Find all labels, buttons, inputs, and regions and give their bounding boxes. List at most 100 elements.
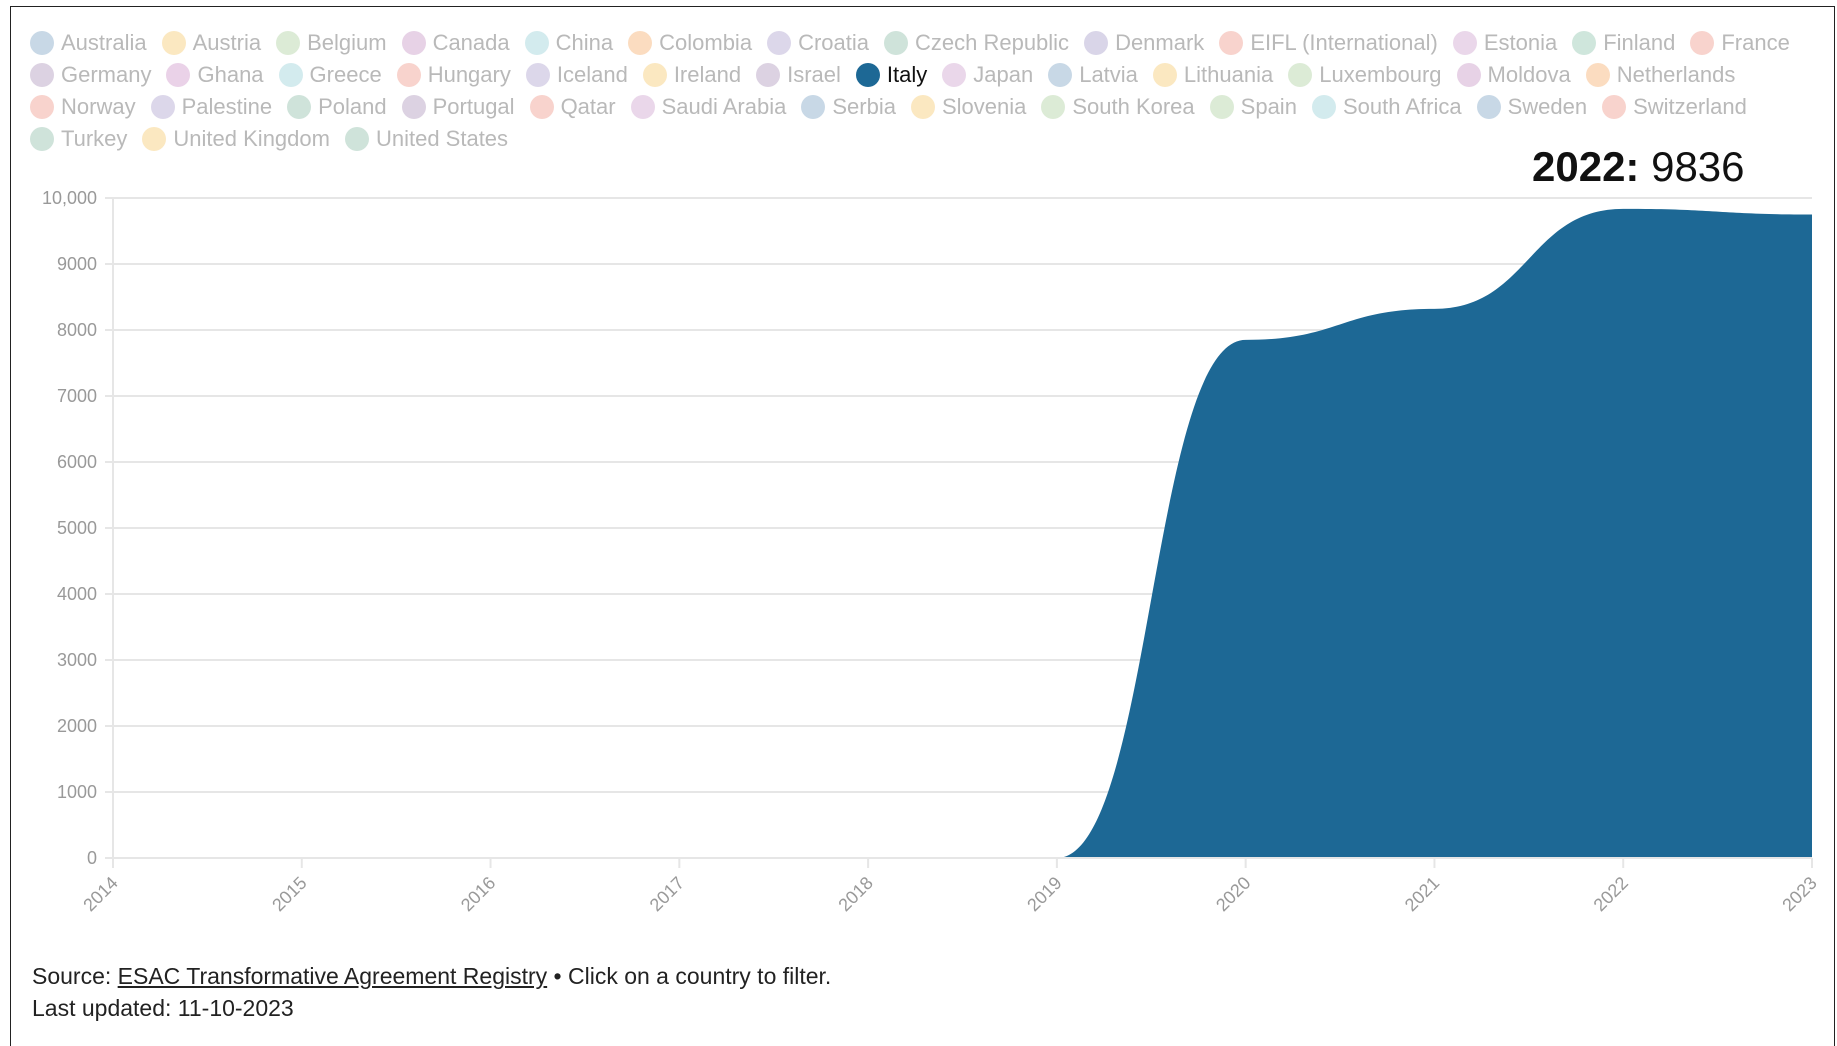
legend-label: Estonia bbox=[1483, 29, 1558, 55]
legend-label: Ireland bbox=[673, 61, 742, 87]
legend-dot-icon bbox=[401, 94, 426, 119]
legend-dot-icon bbox=[529, 94, 554, 119]
legend-item-canada[interactable]: Canada bbox=[401, 30, 510, 55]
legend-item-qatar[interactable]: Qatar bbox=[529, 94, 616, 119]
legend-dot-icon bbox=[142, 126, 167, 151]
legend-item-ireland[interactable]: Ireland bbox=[642, 61, 742, 87]
legend-item-south-africa[interactable]: South Africa bbox=[1311, 93, 1462, 119]
legend-label: Palestine bbox=[181, 93, 273, 119]
legend-label: Serbia bbox=[832, 93, 896, 119]
legend-label: Denmark bbox=[1115, 29, 1205, 55]
legend-item-colombia[interactable]: Colombia bbox=[628, 30, 752, 55]
legend-item-poland[interactable]: Poland bbox=[287, 94, 387, 119]
legend-label: Hungary bbox=[427, 61, 511, 87]
legend-label: China bbox=[555, 29, 614, 55]
legend-item-china[interactable]: China bbox=[524, 29, 614, 55]
x-tick-label: 2022 bbox=[1590, 873, 1632, 915]
legend-dot-icon bbox=[30, 30, 54, 55]
legend-item-sweden[interactable]: Sweden bbox=[1476, 94, 1587, 119]
x-tick-label: 2014 bbox=[79, 873, 121, 915]
y-tick-label: 2000 bbox=[57, 716, 97, 736]
legend-label: Slovenia bbox=[941, 93, 1027, 119]
legend-label: Saudi Arabia bbox=[661, 93, 787, 119]
legend-item-austria[interactable]: Austria bbox=[161, 29, 262, 55]
y-tick-label: 1000 bbox=[57, 782, 97, 802]
chart-frame bbox=[10, 6, 1835, 1046]
x-tick-label: 2021 bbox=[1401, 873, 1443, 915]
legend-label: South Africa bbox=[1342, 93, 1462, 119]
area-series-italy bbox=[1056, 208, 1812, 859]
legend-item-estonia[interactable]: Estonia bbox=[1452, 29, 1558, 55]
legend-item-france[interactable]: France bbox=[1690, 30, 1790, 55]
legend-dot-icon bbox=[1219, 30, 1244, 55]
legend-dot-icon bbox=[1572, 30, 1597, 55]
legend-item-turkey[interactable]: Turkey bbox=[30, 126, 127, 151]
legend-item-serbia[interactable]: Serbia bbox=[801, 94, 896, 119]
legend-dot-icon bbox=[166, 62, 191, 87]
legend-item-slovenia[interactable]: Slovenia bbox=[910, 93, 1027, 119]
legend-label: Turkey bbox=[61, 125, 128, 151]
legend-item-palestine[interactable]: Palestine bbox=[150, 93, 273, 119]
legend-item-finland[interactable]: Finland bbox=[1572, 30, 1675, 55]
legend-item-switzerland[interactable]: Switzerland bbox=[1602, 94, 1747, 119]
legend-item-norway[interactable]: Norway bbox=[30, 94, 136, 119]
legend-item-south-korea[interactable]: South Korea bbox=[1041, 94, 1195, 119]
legend-label: United Kingdom bbox=[173, 125, 330, 151]
legend-item-netherlands[interactable]: Netherlands bbox=[1585, 62, 1735, 87]
source-link[interactable]: ESAC Transformative Agreement Registry bbox=[117, 963, 548, 989]
legend-item-eifl-international[interactable]: EIFL (International) bbox=[1219, 30, 1438, 55]
source-line: Source: ESAC Transformative Agreement Re… bbox=[32, 960, 831, 992]
legend-item-croatia[interactable]: Croatia bbox=[767, 30, 869, 55]
legend-dot-icon bbox=[756, 62, 781, 87]
legend-item-italy[interactable]: Italy bbox=[855, 62, 927, 87]
legend-label: Portugal bbox=[432, 93, 515, 119]
legend-dot-icon bbox=[401, 30, 426, 55]
y-tick-label: 4000 bbox=[57, 584, 97, 604]
annotation-value: 9836 bbox=[1651, 143, 1745, 190]
legend-item-greece[interactable]: Greece bbox=[278, 61, 382, 87]
legend-label: Germany bbox=[61, 61, 152, 87]
x-tick-label: 2017 bbox=[646, 873, 688, 915]
legend-dot-icon bbox=[1476, 94, 1501, 119]
legend-dot-icon bbox=[1084, 30, 1109, 55]
last-updated: Last updated: 11-10-2023 bbox=[32, 995, 294, 1021]
legend-item-portugal[interactable]: Portugal bbox=[401, 93, 515, 119]
legend-item-ghana[interactable]: Ghana bbox=[166, 62, 264, 87]
legend-item-czech-republic[interactable]: Czech Republic bbox=[883, 30, 1069, 55]
legend-dot-icon bbox=[1456, 62, 1481, 87]
legend-item-japan[interactable]: Japan bbox=[942, 62, 1033, 87]
legend-dot-icon bbox=[642, 62, 667, 87]
legend-item-moldova[interactable]: Moldova bbox=[1456, 62, 1571, 87]
legend-dot-icon bbox=[628, 30, 653, 55]
legend-item-belgium[interactable]: Belgium bbox=[276, 30, 387, 55]
legend-item-germany[interactable]: Germany bbox=[30, 62, 151, 87]
legend-dot-icon bbox=[1041, 94, 1066, 119]
legend-dot-icon bbox=[855, 62, 880, 87]
hover-annotation: 2022: 9836 bbox=[1532, 143, 1745, 191]
legend-item-spain[interactable]: Spain bbox=[1209, 94, 1297, 119]
legend-item-hungary[interactable]: Hungary bbox=[396, 61, 511, 87]
legend-item-denmark[interactable]: Denmark bbox=[1084, 30, 1204, 55]
legend-item-luxembourg[interactable]: Luxembourg bbox=[1288, 62, 1442, 87]
legend-label: Latvia bbox=[1079, 61, 1138, 87]
legend-item-australia[interactable]: Australia bbox=[30, 30, 147, 55]
legend-dot-icon bbox=[30, 126, 54, 151]
legend-dot-icon bbox=[30, 94, 54, 119]
legend-item-israel[interactable]: Israel bbox=[756, 62, 841, 87]
legend-item-latvia[interactable]: Latvia bbox=[1048, 62, 1138, 87]
x-tick-label: 2023 bbox=[1778, 873, 1820, 915]
legend-label: Austria bbox=[192, 29, 262, 55]
legend-label: Poland bbox=[318, 93, 387, 119]
legend-item-lithuania[interactable]: Lithuania bbox=[1152, 62, 1273, 87]
legend-item-united-kingdom[interactable]: United Kingdom bbox=[142, 126, 330, 151]
legend-label: Israel bbox=[787, 61, 841, 87]
legend-label: Greece bbox=[309, 61, 382, 87]
legend-dot-icon bbox=[1585, 62, 1610, 87]
legend-item-iceland[interactable]: Iceland bbox=[525, 62, 628, 87]
annotation-year: 2022: bbox=[1532, 143, 1640, 190]
legend-item-united-states[interactable]: United States bbox=[344, 126, 508, 151]
legend-item-saudi-arabia[interactable]: Saudi Arabia bbox=[630, 93, 787, 119]
legend-label: Switzerland bbox=[1633, 93, 1747, 119]
legend-dot-icon bbox=[883, 30, 908, 55]
